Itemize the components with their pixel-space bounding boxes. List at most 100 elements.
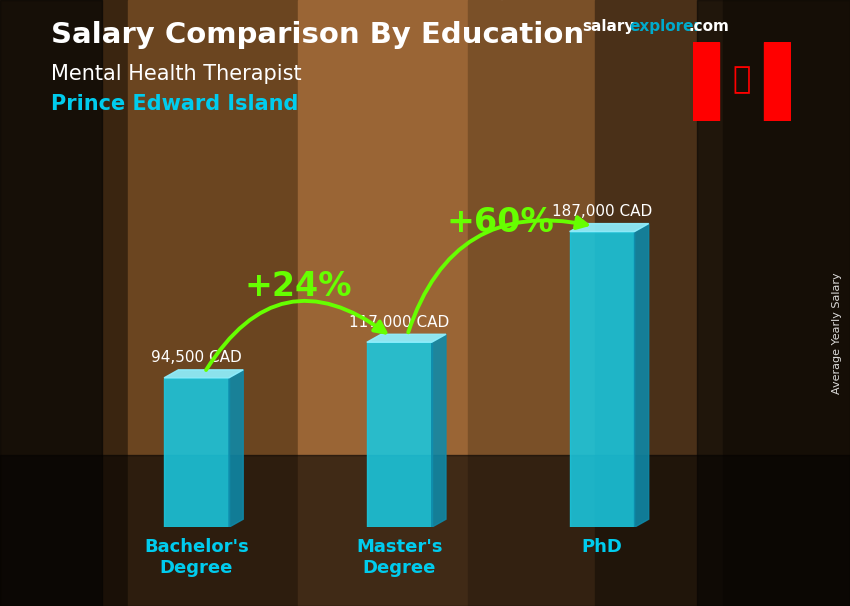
Text: Salary Comparison By Education: Salary Comparison By Education (51, 21, 584, 49)
Bar (799, 0, 808, 606)
Bar (110, 0, 119, 606)
Polygon shape (164, 370, 243, 378)
Bar (264, 0, 272, 606)
Bar (8, 0, 17, 606)
Bar (536, 0, 544, 606)
Bar (212, 0, 221, 606)
Bar (782, 0, 790, 606)
Bar (561, 0, 570, 606)
Bar (76, 0, 85, 606)
Bar (434, 0, 442, 606)
Bar (654, 0, 663, 606)
Bar (493, 0, 501, 606)
Bar (314, 0, 323, 606)
Bar (68, 0, 76, 606)
Bar (450, 0, 459, 606)
Bar (246, 0, 255, 606)
Bar (416, 0, 425, 606)
Bar (425, 0, 434, 606)
Bar (298, 0, 306, 606)
Bar (790, 0, 799, 606)
Bar (289, 0, 297, 606)
Bar (638, 0, 646, 606)
Text: Prince Edward Island: Prince Edward Island (51, 94, 298, 114)
Bar (348, 0, 357, 606)
Bar (740, 0, 748, 606)
Bar (765, 0, 774, 606)
Polygon shape (634, 224, 649, 527)
Bar (680, 0, 688, 606)
Bar (612, 0, 620, 606)
Bar (697, 0, 850, 606)
Bar (586, 0, 595, 606)
Bar (808, 0, 816, 606)
Text: 🍁: 🍁 (733, 65, 751, 95)
Bar (408, 0, 416, 606)
Bar (60, 0, 68, 606)
Bar (357, 0, 366, 606)
Bar (748, 0, 756, 606)
Bar (459, 0, 468, 606)
Bar (221, 0, 230, 606)
Bar (570, 231, 634, 527)
Bar (552, 0, 561, 606)
Bar (468, 0, 476, 606)
Bar (518, 0, 527, 606)
Bar (672, 0, 680, 606)
Bar (816, 0, 824, 606)
Bar (0, 0, 102, 606)
Bar (646, 0, 654, 606)
Bar (731, 0, 740, 606)
Bar (527, 0, 536, 606)
Bar (764, 42, 790, 121)
Text: Mental Health Therapist: Mental Health Therapist (51, 64, 302, 84)
Bar (595, 0, 604, 606)
Bar (0, 0, 8, 606)
Bar (102, 0, 110, 606)
Bar (0, 454, 850, 606)
Bar (663, 0, 672, 606)
Bar (230, 0, 238, 606)
Polygon shape (367, 335, 446, 342)
Bar (332, 0, 340, 606)
Bar (544, 0, 552, 606)
Bar (204, 0, 212, 606)
Bar (306, 0, 314, 606)
Bar (824, 0, 833, 606)
Bar (128, 0, 136, 606)
Bar (620, 0, 629, 606)
Bar (400, 0, 408, 606)
Bar (178, 0, 187, 606)
Text: explorer: explorer (629, 19, 701, 35)
Bar (604, 0, 612, 606)
Bar (629, 0, 638, 606)
Polygon shape (570, 224, 649, 231)
Text: .com: .com (688, 19, 729, 35)
Text: 117,000 CAD: 117,000 CAD (349, 315, 450, 330)
Bar (366, 0, 374, 606)
Bar (42, 0, 51, 606)
Text: salary: salary (582, 19, 635, 35)
Bar (272, 0, 280, 606)
Polygon shape (432, 335, 446, 527)
Text: 94,500 CAD: 94,500 CAD (151, 350, 242, 365)
Bar (26, 0, 34, 606)
Bar (51, 0, 60, 606)
Bar (578, 0, 586, 606)
Bar (756, 0, 765, 606)
Bar (842, 0, 850, 606)
Bar (280, 0, 289, 606)
Bar (170, 0, 178, 606)
Bar (714, 0, 722, 606)
Bar (94, 0, 102, 606)
Bar (382, 0, 391, 606)
Bar (774, 0, 782, 606)
Bar (323, 0, 332, 606)
Bar (144, 0, 153, 606)
Polygon shape (229, 370, 243, 527)
Bar (238, 0, 246, 606)
Bar (706, 0, 714, 606)
Bar (187, 0, 196, 606)
Bar (693, 42, 719, 121)
Bar (255, 0, 264, 606)
